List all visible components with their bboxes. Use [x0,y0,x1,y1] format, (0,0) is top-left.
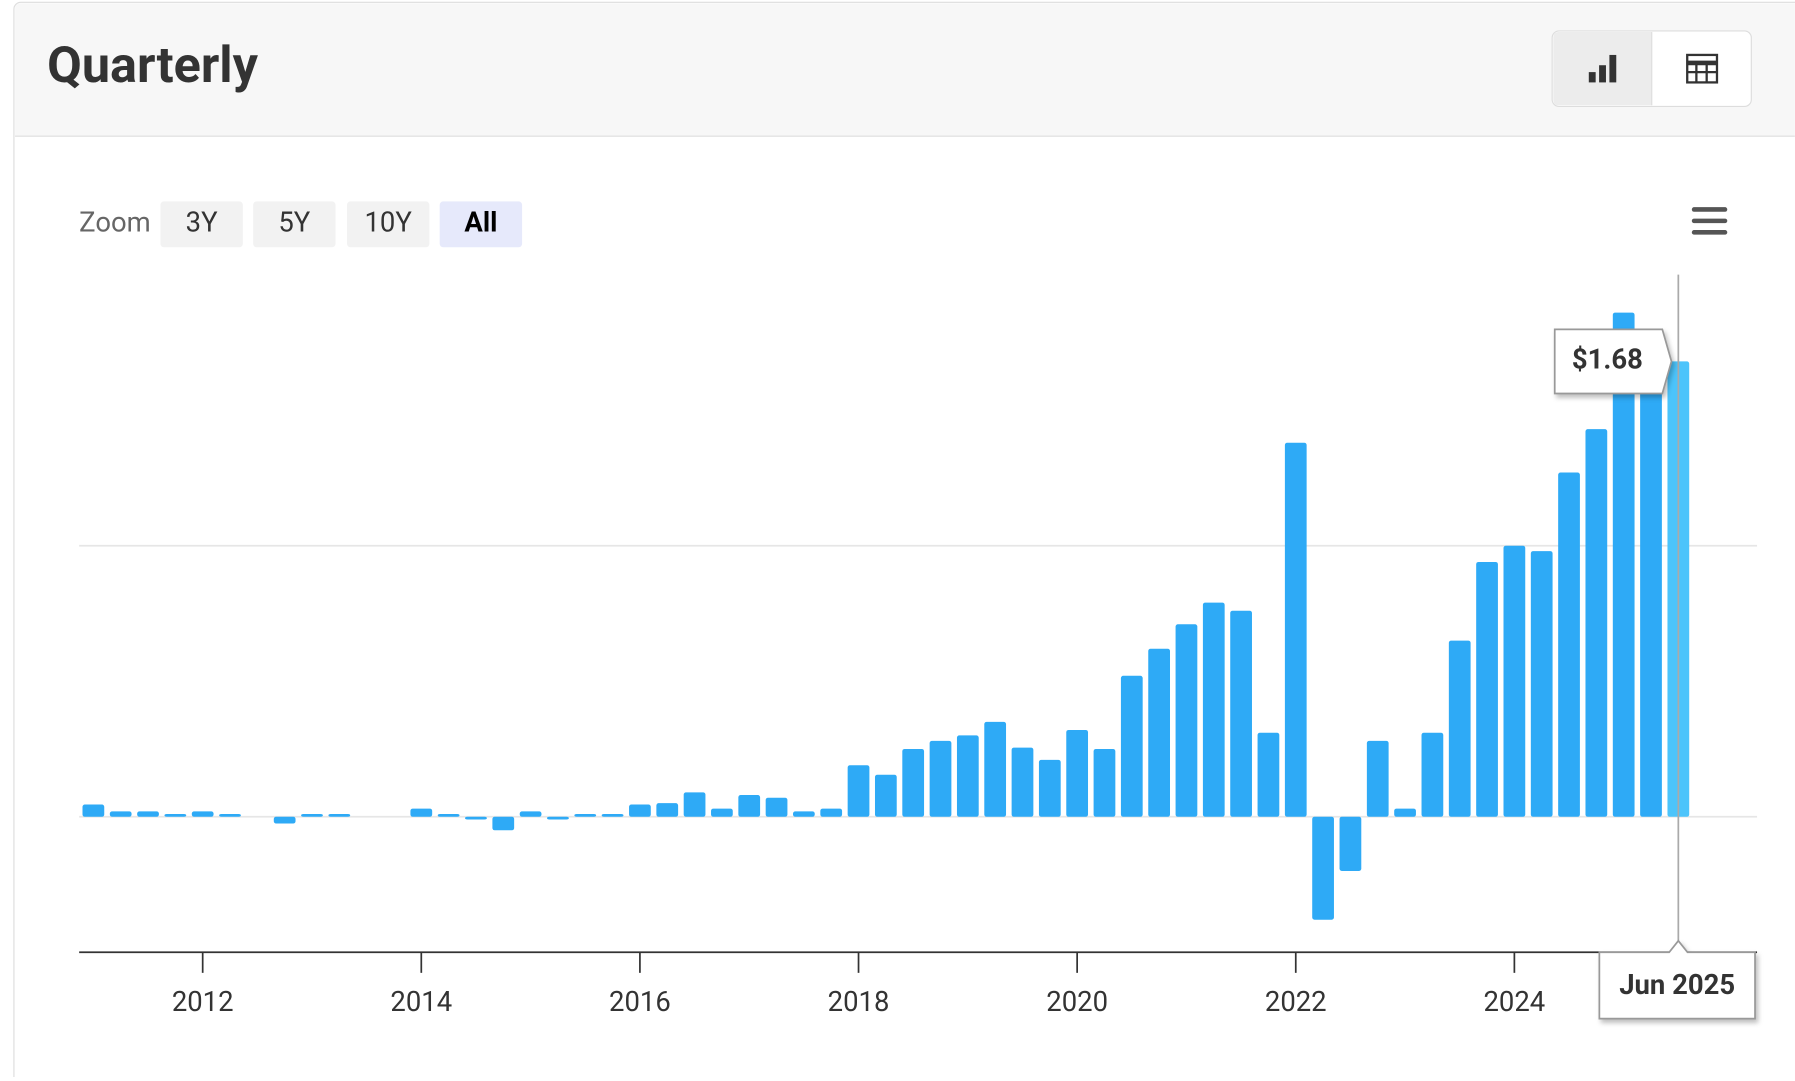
bar [83,805,105,817]
bar [629,805,651,817]
table-view-button[interactable] [1653,32,1750,105]
bar [902,749,924,817]
bar [1012,748,1034,817]
bar [1640,378,1662,817]
bar [137,811,159,816]
bar [766,798,788,817]
bar [1504,546,1526,817]
value-tooltip-label: $1.68 [1572,344,1643,376]
bar [1585,429,1607,817]
bar [520,811,542,816]
bar [1148,649,1170,817]
bar [164,814,186,817]
bar [848,765,870,816]
bar [1121,676,1143,817]
bar [1312,817,1334,920]
bar [192,811,214,816]
bar [219,814,241,817]
x-tick-label: 2016 [609,986,671,1018]
card-header [15,3,1795,136]
bar [984,722,1006,817]
bar [711,809,733,817]
menu-icon [1692,219,1727,224]
zoom-label: Zoom [79,207,151,239]
bar [110,811,132,816]
bar [602,814,624,817]
bar [656,803,678,817]
bar [1558,473,1580,817]
zoom-button-label: 10Y [365,207,413,239]
view-toggle [1552,31,1751,107]
bar [438,814,460,817]
bar [930,741,952,817]
bar [1230,611,1252,817]
bar [875,775,897,817]
zoom-button-label: 5Y [278,207,310,239]
bar [1176,624,1198,816]
bar [1340,817,1362,871]
bar [1394,809,1416,817]
zoom-button-label: All [464,207,497,239]
date-tooltip-label: Jun 2025 [1619,969,1735,1001]
bar [1531,551,1553,817]
header-title: Quarterly [47,36,258,95]
bar [410,809,432,817]
x-tick-label: 2022 [1265,986,1327,1018]
bar [738,795,760,817]
x-tick-label: 2018 [828,986,890,1018]
bar [1367,741,1389,817]
bar [1094,749,1116,817]
bar [793,811,815,816]
card [14,2,1795,1077]
bar [957,735,979,816]
bar [1066,730,1088,817]
bar [547,817,569,820]
chart-icon [1589,72,1596,82]
bar [1039,760,1061,817]
menu-icon [1692,230,1727,235]
bar [1258,733,1280,817]
bar [1449,641,1471,817]
bar [820,809,842,817]
bar [465,817,487,820]
x-tick-label: 2014 [390,986,452,1018]
bar [492,817,514,831]
chart-icon [1599,65,1606,82]
chart-icon [1609,55,1616,82]
bar [1422,733,1444,817]
bar [328,814,350,817]
bar [574,814,596,817]
bar [1285,443,1307,817]
x-tick-label: 2024 [1484,986,1546,1018]
bar [301,814,323,817]
menu-icon [1692,207,1727,212]
x-tick-label: 2012 [172,986,234,1018]
menu-button[interactable] [1692,207,1727,234]
bar [274,817,296,824]
bar [684,792,706,816]
x-tick-label: 2020 [1046,986,1108,1018]
bar [1476,562,1498,817]
zoom-button-label: 3Y [186,207,218,239]
bar [1203,603,1225,817]
